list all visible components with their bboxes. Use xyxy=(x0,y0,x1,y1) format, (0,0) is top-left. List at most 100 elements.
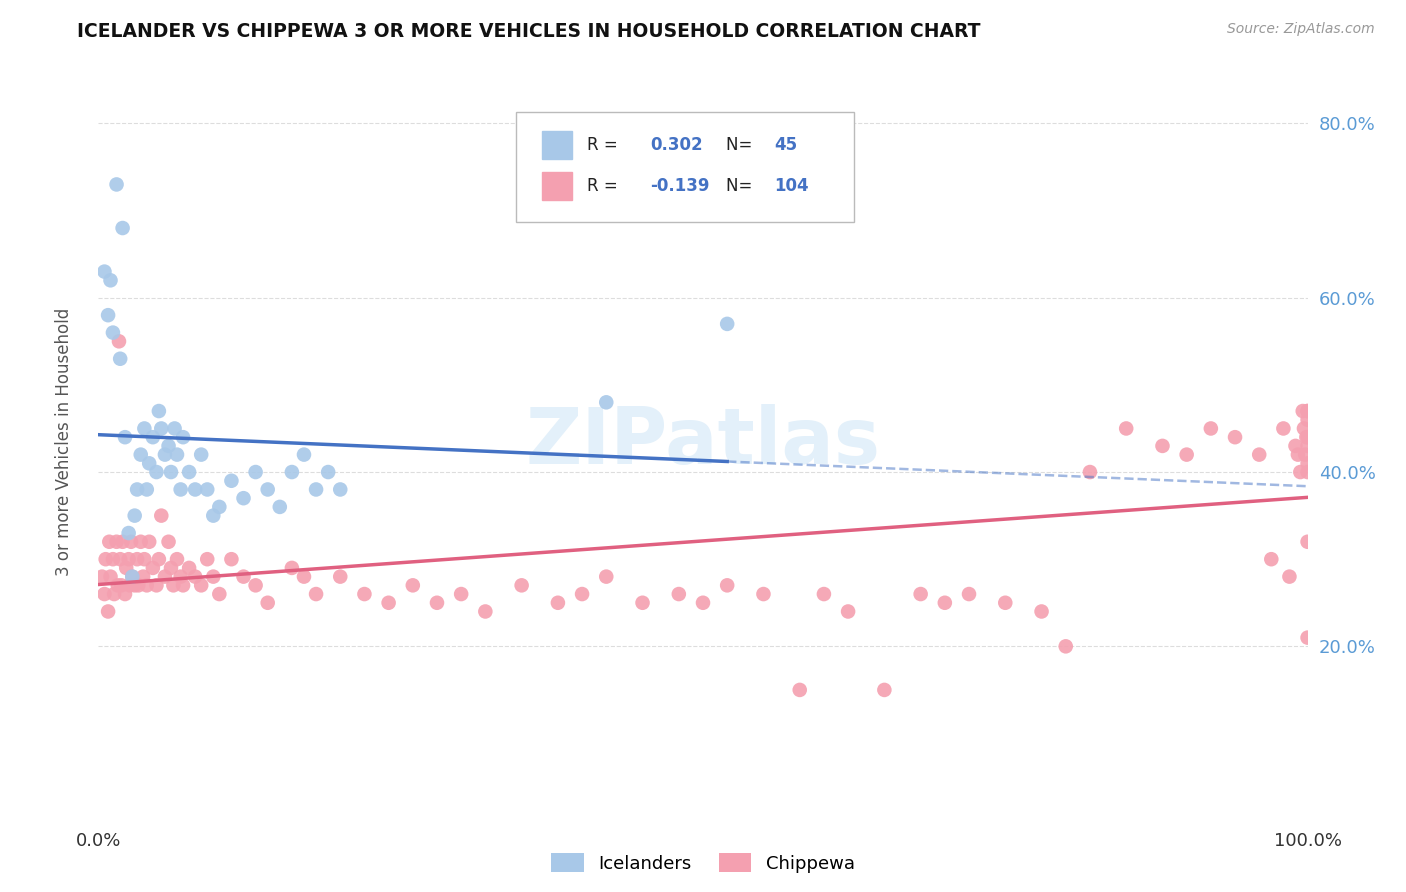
Point xyxy=(1078,465,1101,479)
Point xyxy=(1296,404,1319,418)
Point xyxy=(1223,430,1246,444)
Point xyxy=(450,587,472,601)
Point xyxy=(111,534,134,549)
Point xyxy=(595,569,617,583)
Point xyxy=(1296,534,1319,549)
Point xyxy=(813,587,835,601)
Point xyxy=(120,534,142,549)
Point xyxy=(118,526,141,541)
Point xyxy=(281,561,304,575)
Point xyxy=(107,578,129,592)
Point xyxy=(108,351,131,366)
Point xyxy=(221,552,243,566)
Point xyxy=(957,587,980,601)
Point xyxy=(94,552,117,566)
Point xyxy=(169,483,191,497)
Point xyxy=(179,561,201,575)
Point xyxy=(1296,430,1319,444)
Point xyxy=(195,483,218,497)
Point xyxy=(101,552,124,566)
Point xyxy=(1199,421,1222,435)
Point xyxy=(111,221,134,235)
Point xyxy=(184,569,207,583)
Point xyxy=(110,578,132,592)
Point xyxy=(153,448,176,462)
Point xyxy=(100,569,122,583)
Point xyxy=(148,404,170,418)
Point xyxy=(184,483,207,497)
Point xyxy=(142,430,165,444)
Point xyxy=(1284,439,1306,453)
Point xyxy=(571,587,593,601)
Point xyxy=(162,578,184,592)
Point xyxy=(166,448,188,462)
Y-axis label: 3 or more Vehicles in Household: 3 or more Vehicles in Household xyxy=(55,308,73,575)
Point xyxy=(1260,552,1282,566)
Point xyxy=(692,596,714,610)
Point xyxy=(134,552,156,566)
Point xyxy=(305,587,328,601)
Point xyxy=(329,569,352,583)
Point xyxy=(1031,605,1053,619)
Point xyxy=(153,569,176,583)
Point xyxy=(1278,569,1301,583)
Point xyxy=(160,561,183,575)
Text: 45: 45 xyxy=(775,136,797,154)
Point xyxy=(114,430,136,444)
Point xyxy=(172,578,194,592)
Point xyxy=(157,534,180,549)
Point xyxy=(129,534,152,549)
Point xyxy=(1296,456,1319,470)
Point xyxy=(934,596,956,610)
Point xyxy=(132,569,155,583)
Point xyxy=(115,561,138,575)
Point xyxy=(316,465,339,479)
Legend: Icelanders, Chippewa: Icelanders, Chippewa xyxy=(544,846,862,880)
Point xyxy=(837,605,859,619)
Point xyxy=(179,465,201,479)
Point xyxy=(172,430,194,444)
Point xyxy=(292,569,315,583)
Point xyxy=(105,534,128,549)
Bar xyxy=(543,171,572,201)
Point xyxy=(118,552,141,566)
Point xyxy=(256,596,278,610)
Point xyxy=(101,326,124,340)
Text: ICELANDER VS CHIPPEWA 3 OR MORE VEHICLES IN HOUSEHOLD CORRELATION CHART: ICELANDER VS CHIPPEWA 3 OR MORE VEHICLES… xyxy=(77,22,981,41)
Point xyxy=(135,483,157,497)
Point xyxy=(166,552,188,566)
Bar xyxy=(543,130,572,160)
Point xyxy=(994,596,1017,610)
Point xyxy=(752,587,775,601)
Point xyxy=(269,500,291,514)
Text: ZIPatlas: ZIPatlas xyxy=(526,403,880,480)
Point xyxy=(1296,404,1319,418)
Text: R =: R = xyxy=(586,136,623,154)
Point xyxy=(256,483,278,497)
FancyBboxPatch shape xyxy=(516,112,855,221)
Point xyxy=(232,569,254,583)
Point xyxy=(150,421,173,435)
Point xyxy=(245,578,267,592)
Point xyxy=(510,578,533,592)
Point xyxy=(1054,640,1077,654)
Point xyxy=(1296,631,1319,645)
Point xyxy=(716,317,738,331)
Point xyxy=(190,448,212,462)
Point xyxy=(157,439,180,453)
Point xyxy=(910,587,932,601)
Point xyxy=(232,491,254,506)
Text: -0.139: -0.139 xyxy=(650,177,709,195)
Point xyxy=(595,395,617,409)
Point xyxy=(426,596,449,610)
Point xyxy=(305,483,328,497)
Point xyxy=(221,474,243,488)
Point xyxy=(98,534,121,549)
Point xyxy=(108,552,131,566)
Point xyxy=(150,508,173,523)
Point xyxy=(1152,439,1174,453)
Point xyxy=(208,500,231,514)
Point xyxy=(716,578,738,592)
Point xyxy=(402,578,425,592)
Point xyxy=(1286,448,1309,462)
